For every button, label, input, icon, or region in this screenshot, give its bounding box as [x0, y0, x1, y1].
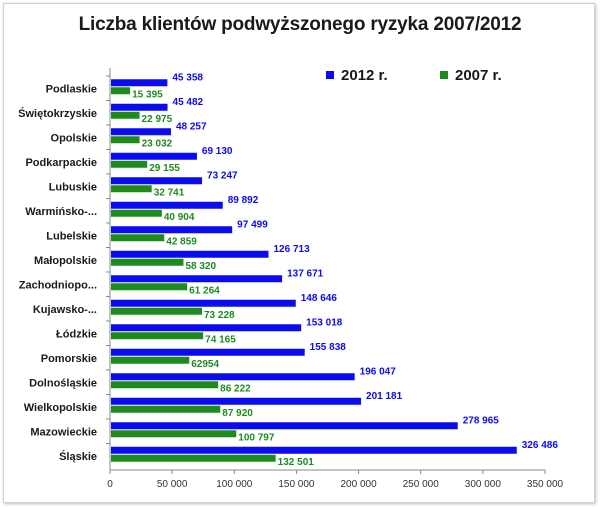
x-tick-label: 50 000: [157, 479, 188, 490]
data-label-2012: 45 482: [173, 97, 204, 108]
bar-2007: [111, 307, 203, 315]
bar-2012: [111, 373, 355, 381]
bar-2012: [111, 299, 296, 307]
bar-2012: [111, 177, 203, 185]
x-tick-label: 100 000: [216, 479, 253, 490]
data-label-2012: 326 486: [522, 440, 559, 451]
x-tick-label: 250 000: [403, 479, 440, 490]
data-label-2007: 58 320: [185, 261, 216, 272]
category-label: Mazowieckie: [30, 426, 97, 438]
x-tick-label: 350 000: [527, 479, 564, 490]
bar-2007: [111, 283, 188, 291]
bar-2007: [111, 234, 165, 242]
bar-2012: [111, 250, 269, 258]
bar-2012: [111, 201, 223, 209]
x-tick-label: 300 000: [465, 479, 502, 490]
bar-2012: [111, 348, 305, 356]
data-label-2007: 40 904: [164, 212, 195, 223]
data-label-2007: 100 797: [238, 432, 275, 443]
bar-2012: [111, 226, 233, 234]
bar-2012: [111, 128, 171, 136]
legend-label-2012: 2012 r.: [341, 67, 388, 84]
bar-2007: [111, 405, 221, 413]
data-label-2007: 132 501: [278, 457, 315, 468]
data-label-2007: 32 741: [154, 187, 185, 198]
bar-2012: [111, 324, 302, 332]
data-label-2007: 29 155: [149, 163, 180, 174]
bar-2007: [111, 258, 184, 266]
bar-2012: [111, 152, 197, 160]
data-label-2012: 69 130: [202, 146, 233, 157]
bar-2007: [111, 160, 148, 168]
chart-frame: [3, 3, 595, 503]
category-label: Warmińsko-...: [25, 206, 97, 218]
data-label-2007: 73 228: [204, 310, 235, 321]
data-label-2012: 201 181: [366, 391, 403, 402]
data-label-2012: 89 892: [228, 195, 259, 206]
legend-swatch-2007: [440, 71, 448, 79]
data-label-2012: 126 713: [273, 244, 310, 255]
bar-2007: [111, 136, 140, 144]
data-label-2012: 153 018: [306, 317, 343, 328]
bar-2012: [111, 103, 168, 111]
bar-2007: [111, 381, 219, 389]
category-label: Lubuskie: [49, 181, 97, 193]
bar-2007: [111, 185, 152, 193]
x-tick-label: 150 000: [278, 479, 315, 490]
category-label: Podkarpackie: [25, 157, 97, 169]
data-label-2007: 62954: [191, 359, 219, 370]
bar-2007: [111, 356, 190, 364]
legend-label-2007: 2007 r.: [455, 67, 502, 84]
data-label-2012: 73 247: [207, 170, 238, 181]
bar-2012: [111, 422, 458, 430]
category-label: Pomorskie: [41, 353, 97, 365]
bar-2012: [111, 79, 168, 87]
category-label: Łódzkie: [56, 328, 97, 340]
category-label: Śląskie: [59, 450, 97, 463]
bar-2007: [111, 87, 131, 95]
category-label: Opolskie: [51, 132, 97, 144]
bar-2007: [111, 332, 204, 340]
data-label-2007: 15 395: [132, 89, 163, 100]
data-label-2012: 48 257: [176, 121, 207, 132]
data-label-2012: 196 047: [360, 366, 397, 377]
category-label: Wielkopolskie: [24, 402, 97, 414]
data-label-2007: 86 222: [220, 383, 251, 394]
data-label-2012: 97 499: [237, 219, 268, 230]
bar-2007: [111, 430, 237, 438]
bar-2007: [111, 111, 140, 119]
data-label-2012: 148 646: [301, 293, 338, 304]
data-label-2007: 42 859: [166, 236, 197, 247]
data-label-2007: 61 264: [189, 285, 220, 296]
category-label: Zachodniopo...: [19, 279, 97, 291]
legend-swatch-2012: [326, 71, 334, 79]
x-tick-label: 0: [107, 479, 113, 490]
data-label-2012: 137 671: [287, 268, 324, 279]
category-label: Kujawsko-...: [33, 304, 97, 316]
data-label-2007: 22 975: [142, 114, 173, 125]
bar-2007: [111, 209, 162, 217]
data-label-2012: 278 965: [463, 415, 500, 426]
category-label: Podlaskie: [46, 83, 97, 95]
data-label-2007: 23 032: [142, 138, 173, 149]
data-label-2007: 74 165: [205, 334, 236, 345]
category-label: Dolnośląskie: [29, 377, 97, 389]
data-label-2007: 87 920: [222, 408, 253, 419]
data-label-2012: 45 358: [172, 72, 203, 83]
bar-2012: [111, 397, 362, 405]
category-label: Małopolskie: [34, 255, 97, 267]
category-label: Świętokrzyskie: [18, 107, 97, 120]
chart-title: Liczba klientów podwyższonego ryzyka 200…: [78, 14, 522, 35]
category-label: Lubelskie: [46, 230, 97, 242]
bar-2007: [111, 454, 276, 462]
bar-2012: [111, 275, 283, 283]
bar-2012: [111, 446, 517, 454]
data-label-2012: 155 838: [310, 342, 347, 353]
x-tick-label: 200 000: [340, 479, 377, 490]
